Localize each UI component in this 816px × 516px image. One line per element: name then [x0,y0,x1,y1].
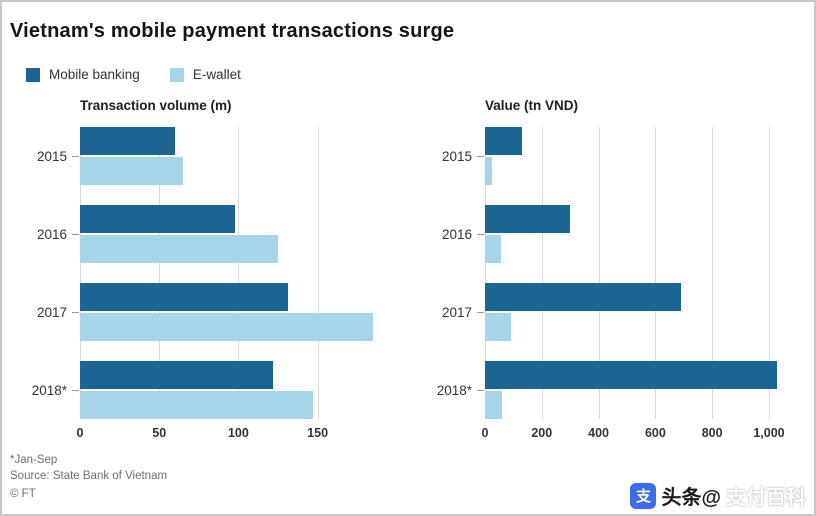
bar-e-wallet [80,313,374,341]
bar-mobile-banking [80,205,236,233]
source-line: Source: State Bank of Vietnam [10,470,168,482]
plot-area [485,127,786,419]
x-axis-row: 0 200 400 600 800 1,000 [429,426,786,443]
x-axis-tick-label: 100 [227,426,249,440]
y-axis-category-label: 2018* [24,361,80,419]
axis-spacer [24,426,80,443]
gridlines [485,127,786,419]
chart-body: 2015 2016 2017 2018* [429,127,786,419]
bar-group-2018 [485,361,786,419]
y-axis-labels: 2015 2016 2017 2018* [429,127,485,419]
watermark-text-dark: 头条@ [661,487,721,509]
gridlines [80,127,381,419]
gridline [238,127,240,419]
x-axis: 0 50 100 150 [76,426,381,443]
e-wallet-swatch [169,67,184,82]
x-axis-tick-label: 0 [481,426,489,440]
y-axis-category-label: 2015 [24,127,80,185]
x-axis-tick-label: 800 [701,426,723,440]
chart-title: Transaction volume (m) [80,98,232,113]
legend-item-e-wallet: E-wallet [169,67,241,82]
y-axis-category-label: 2017 [24,283,80,341]
footer: *Jan-Sep Source: State Bank of Vietnam ©… [10,452,167,502]
bar-e-wallet [80,157,183,185]
bar-e-wallet [80,391,313,419]
y-axis-category-label: 2018* [429,361,485,419]
y-axis-category-label: 2016 [429,205,485,263]
mobile-banking-swatch [26,67,40,82]
chart-transaction-volume: Transaction volume (m) 2015 2016 2017 2018*… [24,98,381,443]
bar-group-2017 [80,283,381,341]
x-axis-tick-label: 150 [307,426,329,440]
bar-e-wallet [485,391,503,419]
gridline [317,127,319,419]
bar-e-wallet [485,235,501,263]
bar-e-wallet [485,313,511,341]
gridline [541,127,543,419]
bar-group-2016 [485,205,786,263]
bar-mobile-banking [80,127,176,155]
bar-group-2016 [80,205,381,263]
footnote: *Jan-Sep [10,454,58,466]
bar-groups [485,127,786,419]
gridline [598,127,600,419]
gridline [712,127,714,419]
legend-label: E-wallet [192,67,241,82]
bar-mobile-banking [80,361,274,389]
chart-title: Value (tn VND) [485,98,579,113]
y-axis-labels: 2015 2016 2017 2018* [24,127,80,419]
watermark-text-light: 支付百科 [726,487,806,509]
y-axis-category-label: 2015 [429,127,485,185]
charts-container: Transaction volume (m) 2015 2016 2017 2018*… [24,98,786,443]
gridline [768,127,770,419]
y-axis-category-label: 2016 [24,205,80,263]
x-axis-tick-label: 200 [531,426,553,440]
bar-e-wallet [80,235,279,263]
gridline [159,127,161,419]
bar-mobile-banking [485,205,571,233]
x-axis-tick-label: 400 [588,426,610,440]
watermark: 支 头条@ 支付百科 [630,481,806,510]
bar-group-2015 [485,127,786,185]
ft-credit: © FT [10,488,36,500]
chart-value-vnd: Value (tn VND) 2015 2016 2017 2018* 0 200 400… [429,98,786,443]
gridline [80,127,81,419]
axis-spacer [429,426,485,443]
x-axis-tick-label: 600 [644,426,666,440]
bar-group-2018 [80,361,381,419]
bar-group-2015 [80,127,381,185]
legend-item-mobile-banking: Mobile banking [26,67,140,82]
x-axis-tick-label: 1,000 [753,426,785,440]
gridline [655,127,657,419]
gridline [485,127,486,419]
figure-title: Vietnam's mobile payment transactions su… [10,20,455,42]
bar-e-wallet [485,157,493,185]
watermark-logo-icon: 支 [630,482,657,509]
y-axis-category-label: 2017 [429,283,485,341]
chart-body: 2015 2016 2017 2018* [24,127,381,419]
bar-groups [80,127,381,419]
x-axis-tick-label: 50 [152,426,167,440]
bar-mobile-banking [485,361,778,389]
x-axis-tick-label: 0 [76,426,84,440]
bar-mobile-banking [485,283,681,311]
bar-mobile-banking [80,283,288,311]
bar-group-2017 [485,283,786,341]
plot-area [80,127,381,419]
legend: Mobile banking E-wallet [26,67,241,82]
bar-mobile-banking [485,127,522,155]
legend-label: Mobile banking [49,67,140,82]
x-axis-row: 0 50 100 150 [24,426,381,443]
x-axis: 0 200 400 600 800 1,000 [481,426,786,443]
